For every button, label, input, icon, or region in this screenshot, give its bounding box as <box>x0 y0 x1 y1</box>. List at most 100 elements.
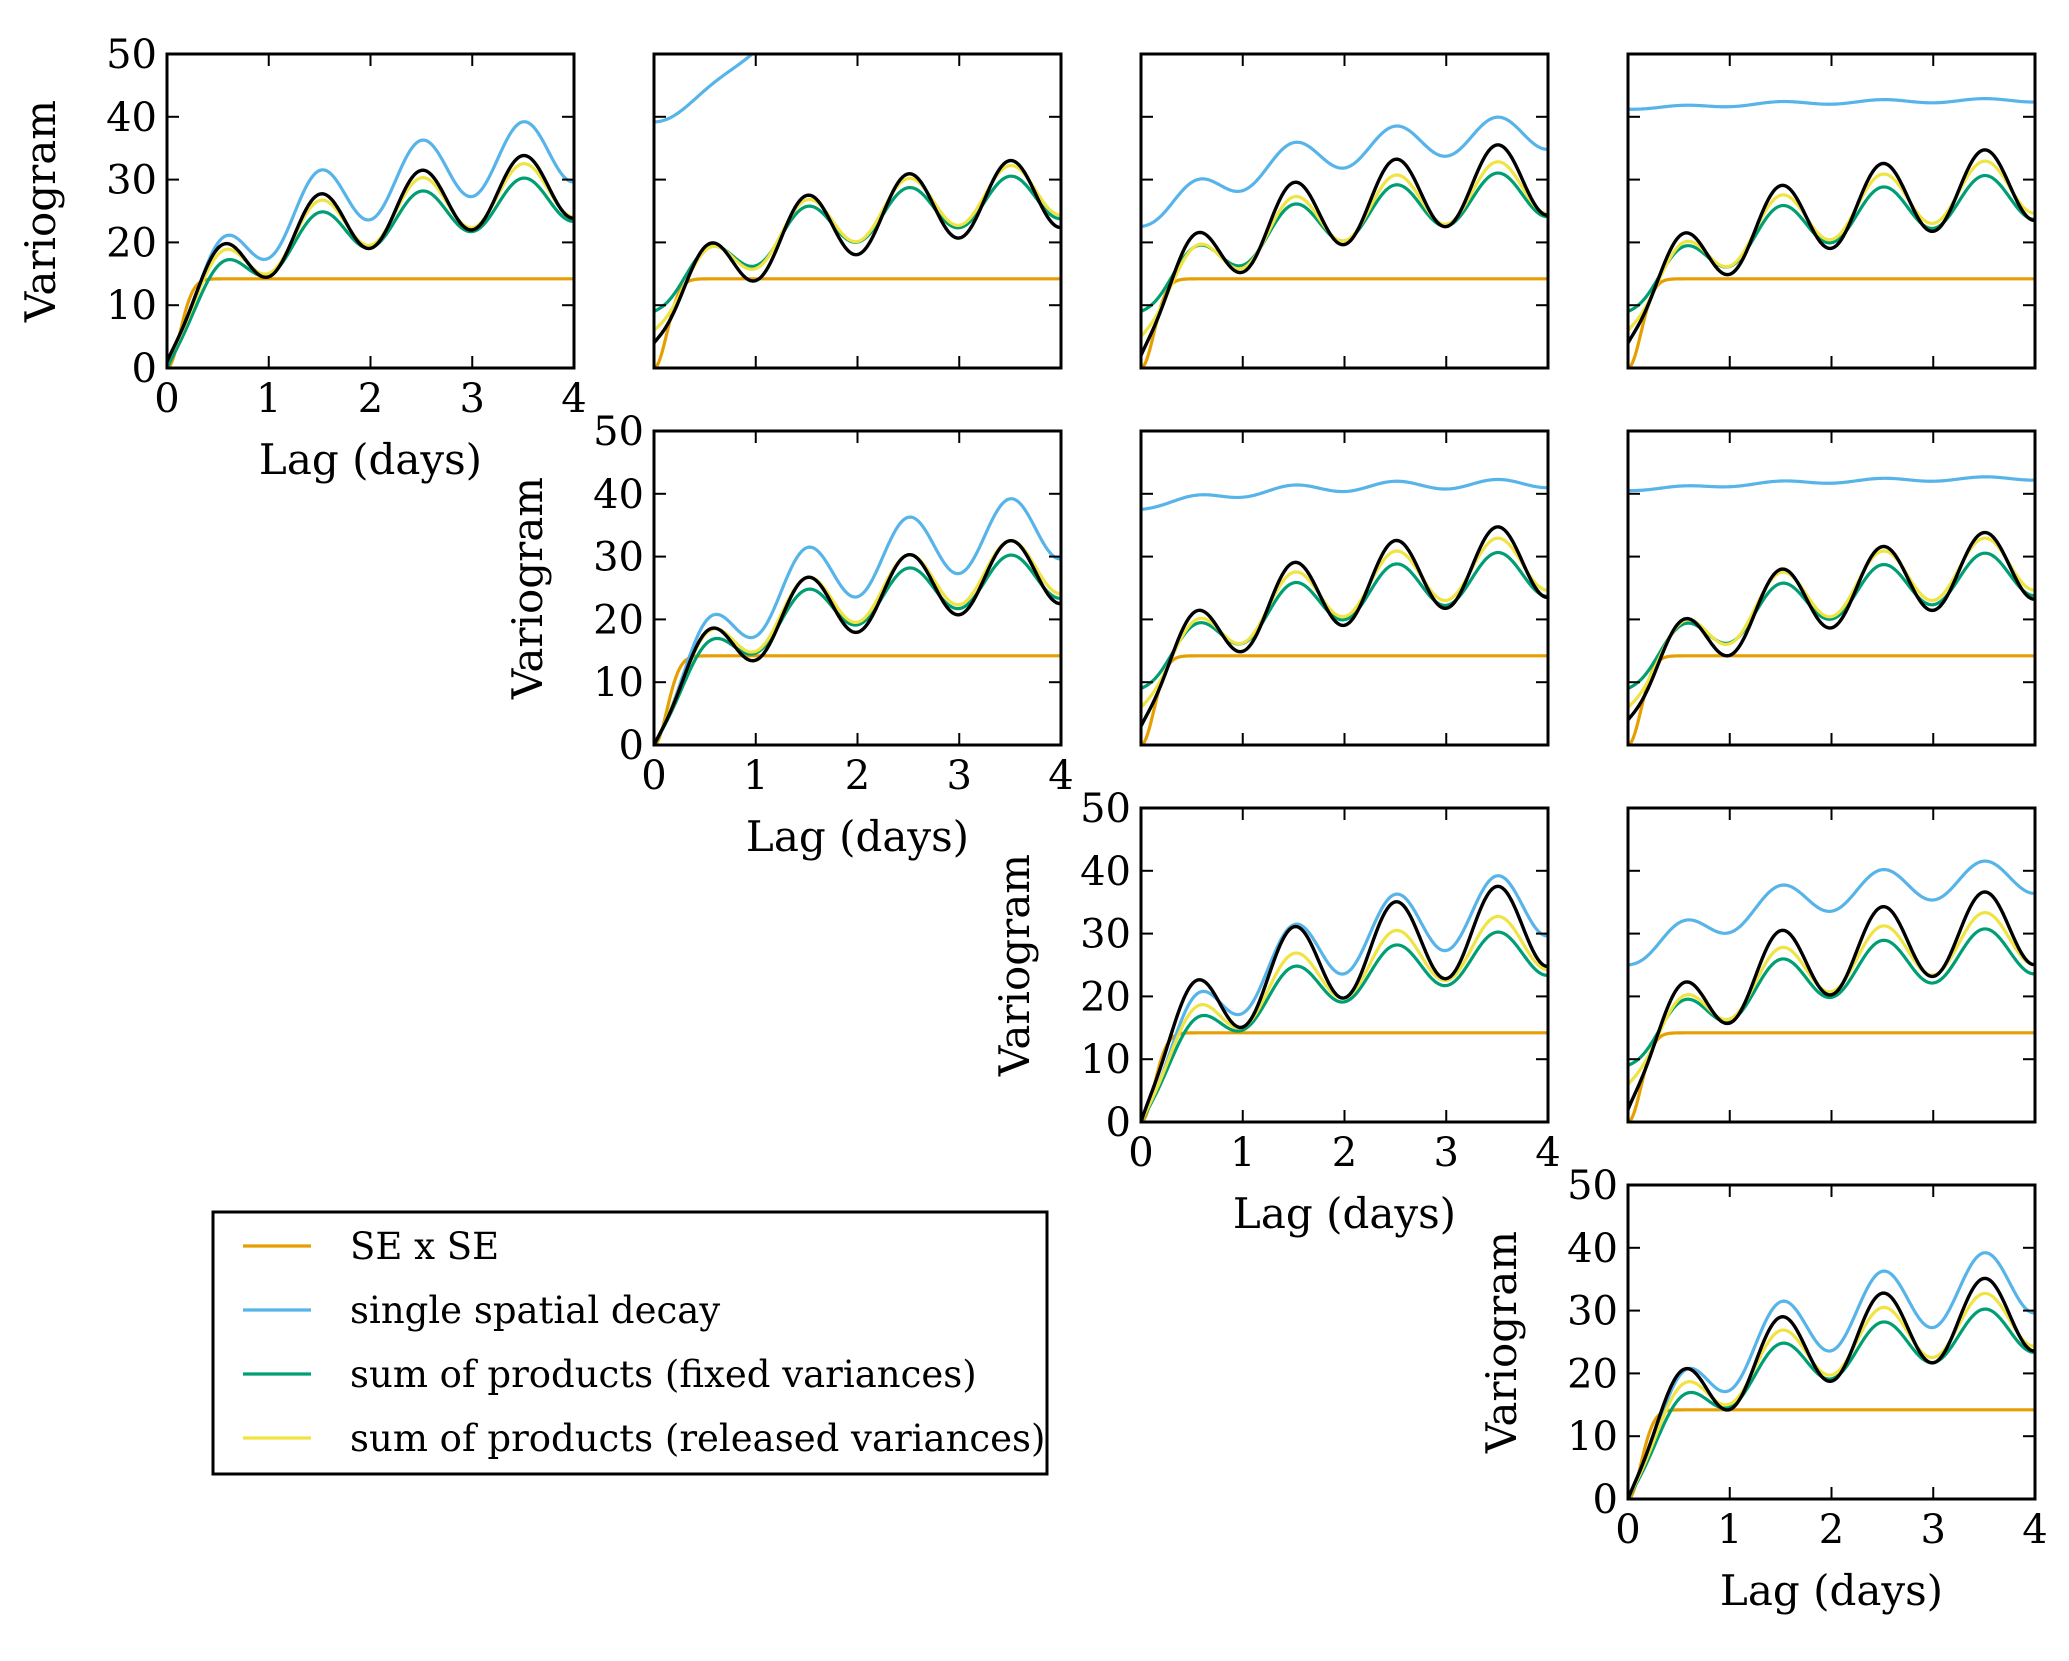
se-x-se-line <box>654 654 1061 745</box>
x-axis-label: Lag (days) <box>259 435 482 484</box>
se-x-se-line <box>167 277 574 368</box>
empirical-variogram-line <box>1628 530 2035 721</box>
y-tick-label: 50 <box>1567 1163 1618 1209</box>
single-spatial-decay-line <box>1628 475 2035 493</box>
x-tick-label: 0 <box>1128 1130 1153 1176</box>
y-tick-label: 30 <box>1080 912 1131 958</box>
sum-of-products-released-line <box>1628 159 2035 332</box>
single-spatial-decay-line <box>1141 477 1548 512</box>
panel-lines <box>1141 115 1548 368</box>
se-x-se-line <box>1628 1408 2035 1499</box>
y-axis-label: Variogram <box>1477 1231 1526 1454</box>
y-axis-label: Variogram <box>16 100 65 323</box>
legend-label: sum of products (released variances) <box>350 1417 1045 1460</box>
panel-lines <box>1628 97 2035 368</box>
x-tick-label: 4 <box>1535 1130 1560 1176</box>
panel-lines <box>1628 475 2035 745</box>
x-tick-label: 4 <box>561 376 586 422</box>
legend: SE x SE single spatial decay sum of produc… <box>211 1210 1049 1476</box>
sum-of-products-fixed-line <box>1628 173 2035 313</box>
y-axis-label: Variogram <box>503 477 552 700</box>
panel-lines <box>1141 477 1548 745</box>
panel-lines <box>1141 874 1548 1122</box>
panel-frame <box>1626 1183 2037 1501</box>
panel-lines <box>654 497 1061 745</box>
panel-lines <box>167 120 574 368</box>
variogram-panel <box>652 52 1063 370</box>
se-x-se-line <box>1141 1031 1548 1122</box>
sum-of-products-released-line <box>1141 160 1548 338</box>
y-tick-label: 20 <box>106 220 157 266</box>
x-tick-label: 3 <box>1434 1130 1459 1176</box>
y-tick-label: 10 <box>593 660 644 706</box>
x-tick-label: 1 <box>256 376 281 422</box>
variogram-panel <box>1626 52 2037 370</box>
variogram-panel <box>1626 429 2037 747</box>
y-tick-label: 10 <box>1567 1414 1618 1460</box>
panel-frame <box>165 52 576 370</box>
se-x-se-line <box>1628 277 2035 368</box>
y-tick-label: 20 <box>593 597 644 643</box>
y-tick-label: 50 <box>1080 786 1131 832</box>
x-tick-label: 4 <box>2022 1507 2047 1553</box>
x-tick-label: 2 <box>358 376 383 422</box>
x-axis-label: Lag (days) <box>1720 1566 1943 1615</box>
x-tick-label: 3 <box>460 376 485 422</box>
y-tick-label: 20 <box>1080 974 1131 1020</box>
panel-lines <box>1628 1251 2035 1499</box>
x-tick-label: 2 <box>1819 1507 1844 1553</box>
x-tick-label: 2 <box>1332 1130 1357 1176</box>
se-x-se-line <box>1628 654 2035 745</box>
y-axis-label: Variogram <box>990 854 1039 1077</box>
y-tick-label: 40 <box>106 95 157 141</box>
x-tick-label: 1 <box>1230 1130 1255 1176</box>
y-tick-label: 30 <box>106 158 157 204</box>
sum-of-products-fixed-line <box>1141 550 1548 690</box>
legend-frame <box>211 1210 1049 1476</box>
single-spatial-decay-line <box>1628 1251 2035 1499</box>
y-tick-label: 30 <box>593 535 644 581</box>
x-tick-label: 2 <box>845 753 870 799</box>
empirical-variogram-line <box>654 539 1061 745</box>
x-tick-label: 0 <box>154 376 179 422</box>
variogram-panel <box>1626 806 2037 1124</box>
sum-of-products-released-line <box>654 539 1061 745</box>
x-axis-label: Lag (days) <box>1233 1189 1456 1238</box>
sum-of-products-fixed-line <box>167 176 574 368</box>
panel-frame <box>652 429 1063 747</box>
sum-of-products-released-line <box>1628 911 2035 1086</box>
panel-frame <box>1626 806 2037 1124</box>
sum-of-products-fixed-line <box>1628 927 2035 1067</box>
y-tick-label: 10 <box>106 283 157 329</box>
se-x-se-line <box>654 277 1061 368</box>
sum-of-products-fixed-line <box>1628 1307 2035 1499</box>
sum-of-products-released-line <box>1141 536 1548 709</box>
se-x-se-line <box>1141 654 1548 745</box>
single-spatial-decay-line <box>1628 859 2035 967</box>
empirical-variogram-line <box>1628 1276 2035 1499</box>
y-tick-label: 50 <box>593 409 644 455</box>
y-tick-label: 20 <box>1567 1351 1618 1397</box>
y-tick-label: 40 <box>1567 1226 1618 1272</box>
y-tick-label: 30 <box>1567 1289 1618 1335</box>
y-tick-label: 40 <box>1080 849 1131 895</box>
variogram-panel <box>1139 429 1550 747</box>
x-tick-label: 1 <box>1717 1507 1742 1553</box>
legend-label: single spatial decay <box>350 1289 720 1332</box>
y-tick-label: 10 <box>1080 1037 1131 1083</box>
y-tick-label: 50 <box>106 32 157 78</box>
sum-of-products-released-line <box>1141 914 1548 1122</box>
empirical-variogram-line <box>1141 525 1548 727</box>
sum-of-products-released-line <box>1628 1291 2035 1499</box>
single-spatial-decay-line <box>654 54 755 124</box>
x-axis-label: Lag (days) <box>746 812 969 861</box>
panel-frame <box>1139 52 1550 370</box>
y-tick-label: 0 <box>132 346 157 392</box>
y-tick-label: 0 <box>1593 1477 1618 1523</box>
